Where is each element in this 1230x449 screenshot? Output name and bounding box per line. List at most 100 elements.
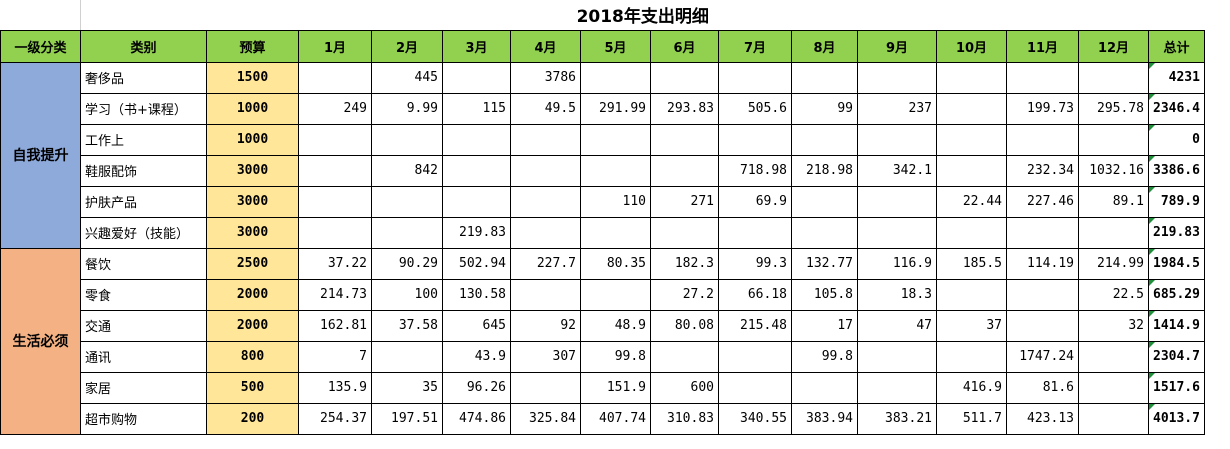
month-cell[interactable] [718, 61, 792, 94]
budget-cell[interactable]: 3000 [206, 185, 299, 218]
month-cell[interactable]: 219.83 [442, 216, 511, 249]
month-cell[interactable]: 37.58 [371, 309, 443, 342]
month-cell[interactable] [298, 154, 372, 187]
month-cell[interactable]: 340.55 [718, 402, 792, 435]
month-cell[interactable] [718, 371, 792, 404]
month-cell[interactable]: 407.74 [580, 402, 651, 435]
month-cell[interactable] [510, 185, 581, 218]
month-cell[interactable]: 505.6 [718, 92, 792, 125]
month-cell[interactable]: 214.73 [298, 278, 372, 311]
month-cell[interactable]: 502.94 [442, 247, 511, 280]
column-header[interactable]: 11月 [1006, 29, 1079, 63]
month-cell[interactable]: 17 [791, 309, 858, 342]
category-cell[interactable]: 鞋服配饰 [80, 154, 207, 187]
month-cell[interactable]: 22.5 [1078, 278, 1149, 311]
month-cell[interactable]: 99.3 [718, 247, 792, 280]
month-cell[interactable] [718, 123, 792, 156]
sheet-title[interactable]: 2018年支出明细 [80, 0, 1205, 31]
month-cell[interactable] [510, 371, 581, 404]
month-cell[interactable]: 271 [650, 185, 719, 218]
month-cell[interactable]: 445 [371, 61, 443, 94]
month-cell[interactable] [936, 154, 1007, 187]
column-header[interactable]: 类别 [80, 29, 207, 63]
column-header[interactable]: 一级分类 [0, 29, 81, 63]
category-cell[interactable]: 兴趣爱好（技能） [80, 216, 207, 249]
month-cell[interactable] [791, 123, 858, 156]
total-cell[interactable]: 1984.5 [1148, 247, 1205, 280]
month-cell[interactable] [718, 216, 792, 249]
month-cell[interactable] [936, 278, 1007, 311]
month-cell[interactable] [1078, 61, 1149, 94]
month-cell[interactable]: 416.9 [936, 371, 1007, 404]
budget-cell[interactable]: 3000 [206, 216, 299, 249]
category-cell[interactable]: 超市购物 [80, 402, 207, 435]
month-cell[interactable]: 423.13 [1006, 402, 1079, 435]
month-cell[interactable]: 96.26 [442, 371, 511, 404]
month-cell[interactable]: 130.58 [442, 278, 511, 311]
month-cell[interactable]: 80.08 [650, 309, 719, 342]
column-header[interactable]: 总计 [1148, 29, 1205, 63]
month-cell[interactable]: 199.73 [1006, 92, 1079, 125]
month-cell[interactable] [298, 61, 372, 94]
month-cell[interactable]: 227.7 [510, 247, 581, 280]
month-cell[interactable]: 37.22 [298, 247, 372, 280]
total-cell[interactable]: 2304.7 [1148, 340, 1205, 373]
month-cell[interactable]: 237 [857, 92, 937, 125]
total-cell[interactable]: 1517.6 [1148, 371, 1205, 404]
month-cell[interactable]: 511.7 [936, 402, 1007, 435]
month-cell[interactable] [510, 123, 581, 156]
month-cell[interactable]: 383.94 [791, 402, 858, 435]
month-cell[interactable]: 291.99 [580, 92, 651, 125]
month-cell[interactable] [298, 216, 372, 249]
month-cell[interactable] [442, 154, 511, 187]
month-cell[interactable] [298, 185, 372, 218]
month-cell[interactable]: 114.19 [1006, 247, 1079, 280]
total-cell[interactable]: 0 [1148, 123, 1205, 156]
month-cell[interactable]: 310.83 [650, 402, 719, 435]
month-cell[interactable] [1078, 123, 1149, 156]
month-cell[interactable]: 116.9 [857, 247, 937, 280]
month-cell[interactable]: 69.9 [718, 185, 792, 218]
month-cell[interactable]: 325.84 [510, 402, 581, 435]
total-cell[interactable]: 4231 [1148, 61, 1205, 94]
column-header[interactable]: 9月 [857, 29, 937, 63]
month-cell[interactable] [1006, 61, 1079, 94]
month-cell[interactable]: 27.2 [650, 278, 719, 311]
month-cell[interactable]: 105.8 [791, 278, 858, 311]
column-header[interactable]: 3月 [442, 29, 511, 63]
month-cell[interactable]: 22.44 [936, 185, 1007, 218]
month-cell[interactable]: 132.77 [791, 247, 858, 280]
month-cell[interactable]: 3786 [510, 61, 581, 94]
total-cell[interactable]: 685.29 [1148, 278, 1205, 311]
month-cell[interactable] [580, 278, 651, 311]
month-cell[interactable]: 100 [371, 278, 443, 311]
month-cell[interactable]: 1032.16 [1078, 154, 1149, 187]
month-cell[interactable] [580, 154, 651, 187]
group-label[interactable]: 生活必须 [0, 247, 81, 435]
month-cell[interactable]: 89.1 [1078, 185, 1149, 218]
budget-cell[interactable]: 1000 [206, 92, 299, 125]
month-cell[interactable]: 99 [791, 92, 858, 125]
budget-cell[interactable]: 2500 [206, 247, 299, 280]
month-cell[interactable] [442, 123, 511, 156]
category-cell[interactable]: 零食 [80, 278, 207, 311]
month-cell[interactable] [298, 123, 372, 156]
total-cell[interactable]: 4013.7 [1148, 402, 1205, 435]
month-cell[interactable] [371, 185, 443, 218]
month-cell[interactable] [936, 216, 1007, 249]
month-cell[interactable] [936, 123, 1007, 156]
budget-cell[interactable]: 800 [206, 340, 299, 373]
budget-cell[interactable]: 200 [206, 402, 299, 435]
month-cell[interactable]: 66.18 [718, 278, 792, 311]
month-cell[interactable] [857, 123, 937, 156]
month-cell[interactable] [650, 340, 719, 373]
month-cell[interactable]: 645 [442, 309, 511, 342]
month-cell[interactable] [510, 154, 581, 187]
column-header[interactable]: 1月 [298, 29, 372, 63]
month-cell[interactable] [936, 340, 1007, 373]
total-cell[interactable]: 219.83 [1148, 216, 1205, 249]
budget-cell[interactable]: 2000 [206, 309, 299, 342]
month-cell[interactable]: 47 [857, 309, 937, 342]
month-cell[interactable]: 80.35 [580, 247, 651, 280]
month-cell[interactable] [1078, 340, 1149, 373]
